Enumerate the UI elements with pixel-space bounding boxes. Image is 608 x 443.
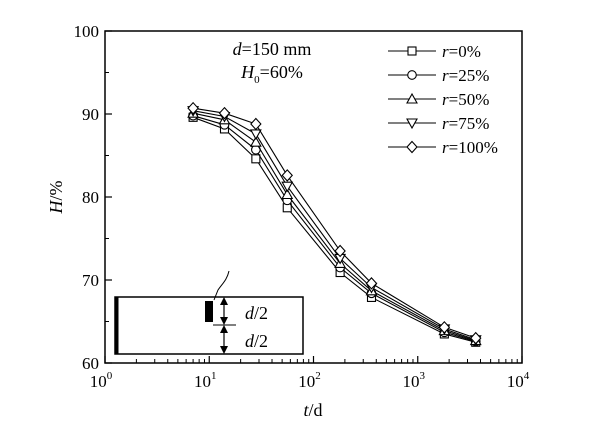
y-tick-label-1: 70 xyxy=(82,271,99,290)
series-line-0 xyxy=(192,116,476,343)
axis-ticks: 100 101 102 103 104 60 70 80 90 100 xyxy=(74,22,530,391)
x-tick-label-2: 102 xyxy=(298,370,321,391)
inset-arrow-mid-up xyxy=(220,317,228,325)
legend: r=0% r=25% r=50% r=75% r=100% xyxy=(388,42,498,157)
data-point-4-1 xyxy=(218,106,231,120)
legend-label-4: r=100% xyxy=(442,138,498,157)
inset-wire xyxy=(213,270,230,301)
data-point-2-3 xyxy=(281,188,294,200)
data-point-3-2 xyxy=(249,129,262,141)
legend-marker-0 xyxy=(407,46,417,56)
x-axis-label: t/d xyxy=(303,400,322,420)
data-point-4-0 xyxy=(187,101,199,115)
data-point-4-5 xyxy=(365,277,378,290)
x-tick-label-4: 104 xyxy=(507,370,530,391)
data-point-4-3 xyxy=(281,169,293,182)
inset-sensor xyxy=(205,301,213,322)
y-tick-label-2: 80 xyxy=(82,188,99,207)
data-point-0-2 xyxy=(251,154,261,164)
legend-label-3: r=75% xyxy=(442,114,489,133)
x-tick-label-1: 101 xyxy=(194,370,217,391)
x-tick-label-3: 103 xyxy=(403,370,426,391)
data-point-4-7 xyxy=(470,331,482,345)
inset-arrow-down xyxy=(220,346,228,354)
data-point-2-2 xyxy=(249,136,262,147)
series-line-4 xyxy=(193,107,476,339)
x-tick-label-0: 100 xyxy=(90,370,113,391)
data-point-3-3 xyxy=(281,181,294,193)
inset-diagram: d/2 d/2 xyxy=(114,270,304,355)
series-line-3 xyxy=(193,110,476,341)
data-point-4-6 xyxy=(438,320,451,334)
series-layer xyxy=(187,101,482,347)
legend-marker-4 xyxy=(406,140,418,154)
legend-marker-1 xyxy=(407,70,417,80)
inset-lower-label: d/2 xyxy=(245,331,268,351)
legend-label-2: r=50% xyxy=(442,90,489,109)
legend-marker-3 xyxy=(406,118,418,130)
y-tick-label-3: 90 xyxy=(82,105,99,124)
series-4 xyxy=(187,101,482,345)
series-line-1 xyxy=(192,115,476,342)
data-point-4-4 xyxy=(334,244,346,258)
annotation-d: d=150 mm xyxy=(233,39,312,59)
inset-arrow-up xyxy=(220,297,228,305)
legend-marker-2 xyxy=(406,92,418,104)
y-tick-label-0: 60 xyxy=(82,354,99,373)
inset-arrow-mid-down xyxy=(220,325,228,333)
data-point-4-2 xyxy=(250,117,262,131)
inset-upper-label: d/2 xyxy=(245,303,268,323)
y-tick-label-4: 100 xyxy=(74,22,100,41)
legend-label-1: r=25% xyxy=(442,66,489,85)
annotation-h0: H0=60% xyxy=(240,62,303,86)
y-axis-label: H/% xyxy=(46,180,66,214)
legend-label-0: r=0% xyxy=(442,42,481,61)
